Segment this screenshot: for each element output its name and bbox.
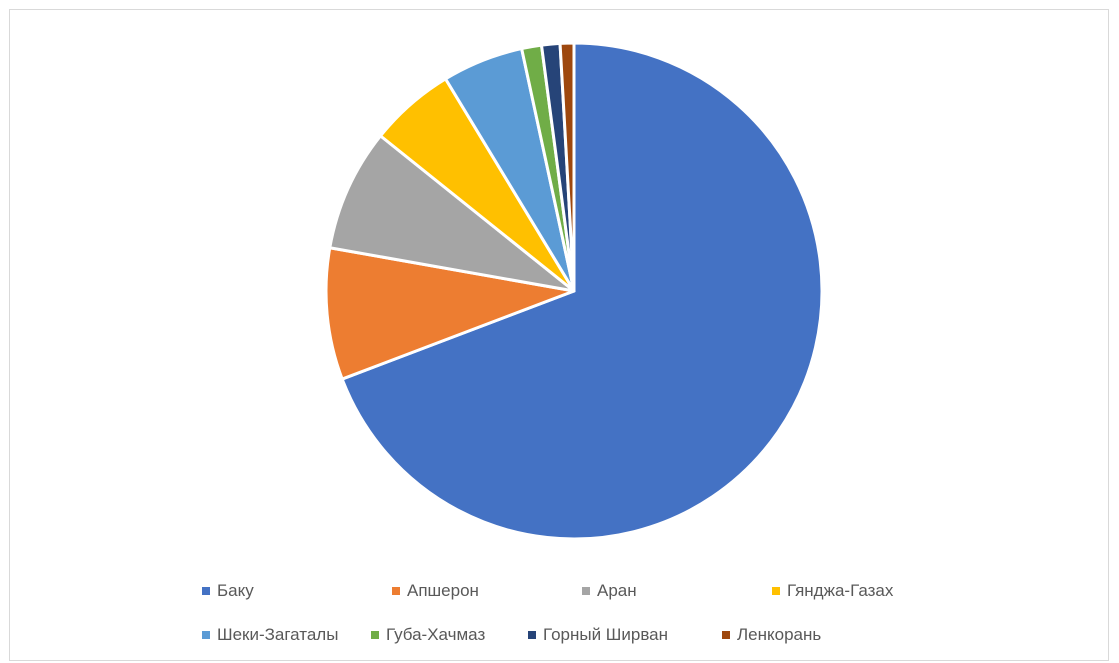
pie-chart [324, 41, 824, 541]
legend-item: Губа-Хачмаз [371, 625, 485, 645]
pie-slice [340, 41, 824, 541]
legend-swatch [528, 631, 536, 639]
legend-item: Шеки-Загаталы [202, 625, 338, 645]
legend-item: Горный Ширван [528, 625, 668, 645]
legend-label: Гянджа-Газах [787, 581, 894, 600]
legend-item: Ленкорань [722, 625, 821, 645]
legend-label: Шеки-Загаталы [217, 625, 339, 644]
legend-label: Апшерон [407, 581, 479, 600]
legend-label: Аран [597, 581, 637, 600]
legend-swatch [202, 631, 210, 639]
legend-swatch [392, 587, 400, 595]
legend-swatch [722, 631, 730, 639]
legend-item: Аран [582, 581, 637, 601]
legend-swatch [371, 631, 379, 639]
legend-label: Баку [217, 581, 254, 600]
chart-area: Баку Апшерон Аран Гянджа-Газах Шеки-Зага… [9, 9, 1109, 661]
pie-slice [328, 134, 576, 293]
legend-label: Горный Ширван [543, 625, 669, 644]
legend-item: Баку [202, 581, 254, 601]
legend-label: Губа-Хачмаз [386, 625, 486, 644]
legend-item: Гянджа-Газах [772, 581, 893, 601]
legend-item: Апшерон [392, 581, 479, 601]
legend-swatch [772, 587, 780, 595]
legend-swatch [202, 587, 210, 595]
legend-label: Ленкорань [737, 625, 822, 644]
pie-slice [558, 41, 576, 293]
legend-swatch [582, 587, 590, 595]
